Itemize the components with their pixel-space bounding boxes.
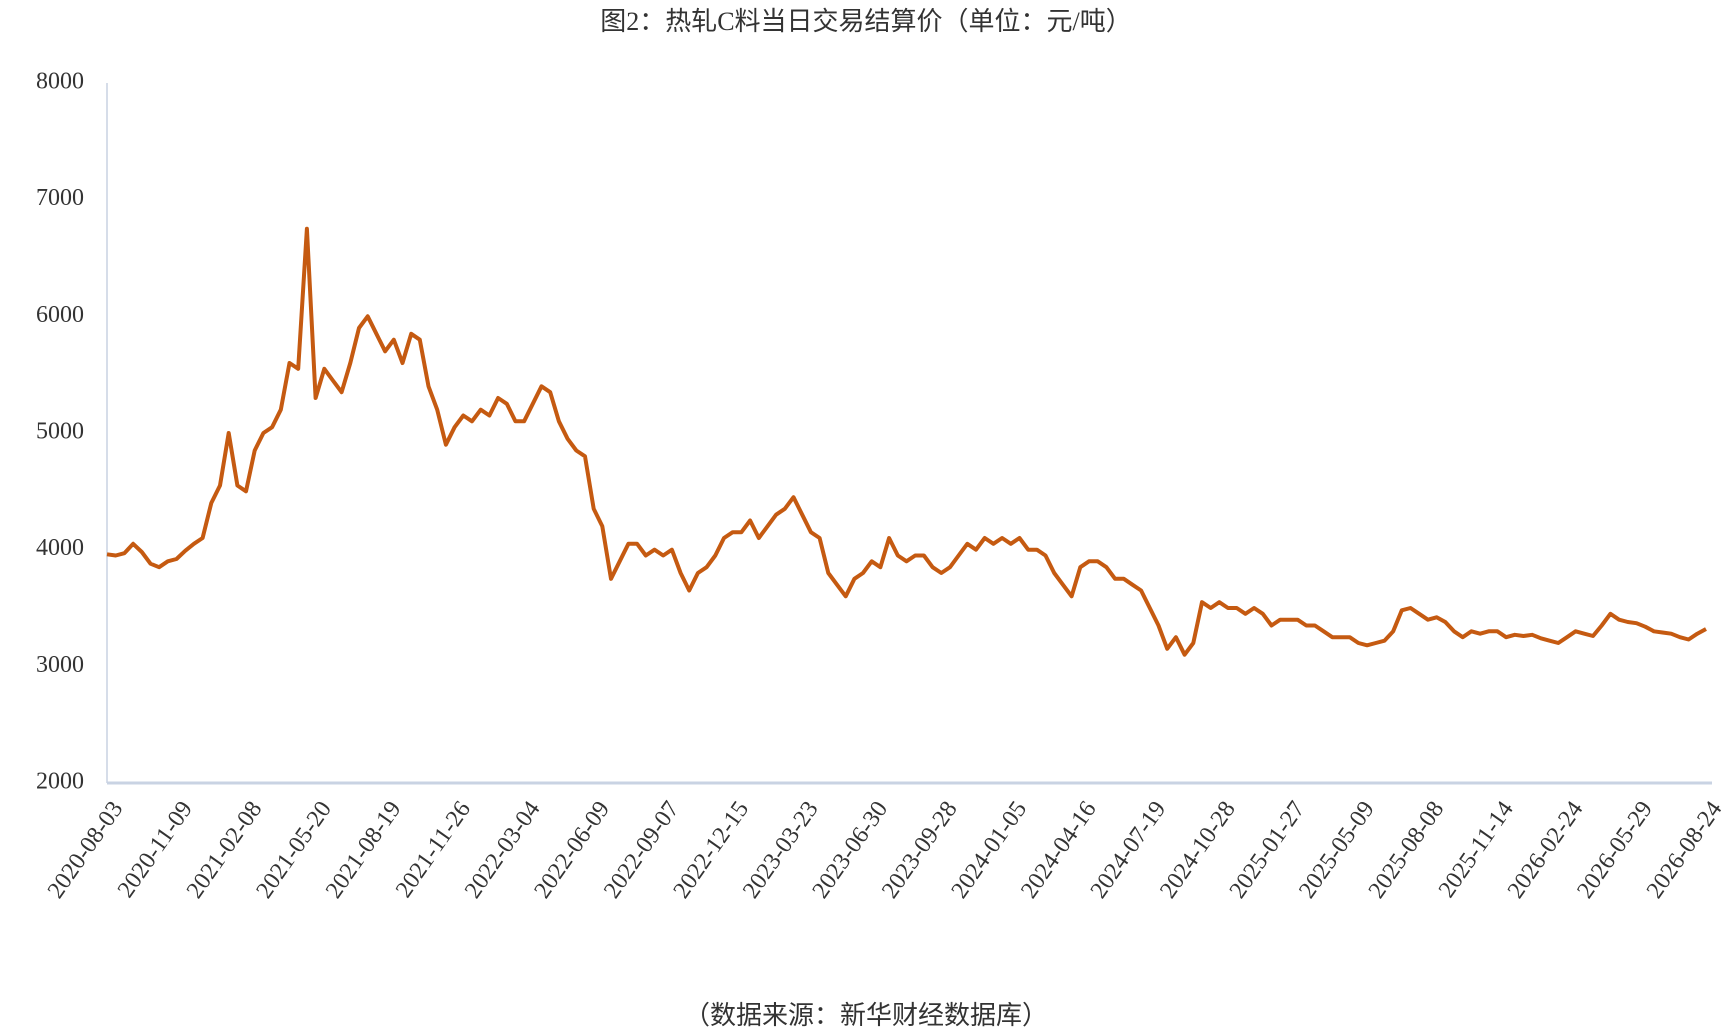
y-tick-label: 2000 <box>36 769 84 795</box>
y-tick-label: 6000 <box>36 302 84 328</box>
y-tick-label: 4000 <box>36 535 84 561</box>
y-tick-label: 3000 <box>36 652 84 678</box>
chart-title: 图2：热轧C料当日交易结算价（单位：元/吨） <box>600 7 1132 36</box>
price-line <box>106 226 1707 657</box>
source-note: （数据来源：新华财经数据库） <box>684 1001 1048 1030</box>
y-tick-label: 5000 <box>36 419 84 445</box>
y-tick-label: 7000 <box>36 185 84 211</box>
y-tick-label: 8000 <box>36 69 84 95</box>
